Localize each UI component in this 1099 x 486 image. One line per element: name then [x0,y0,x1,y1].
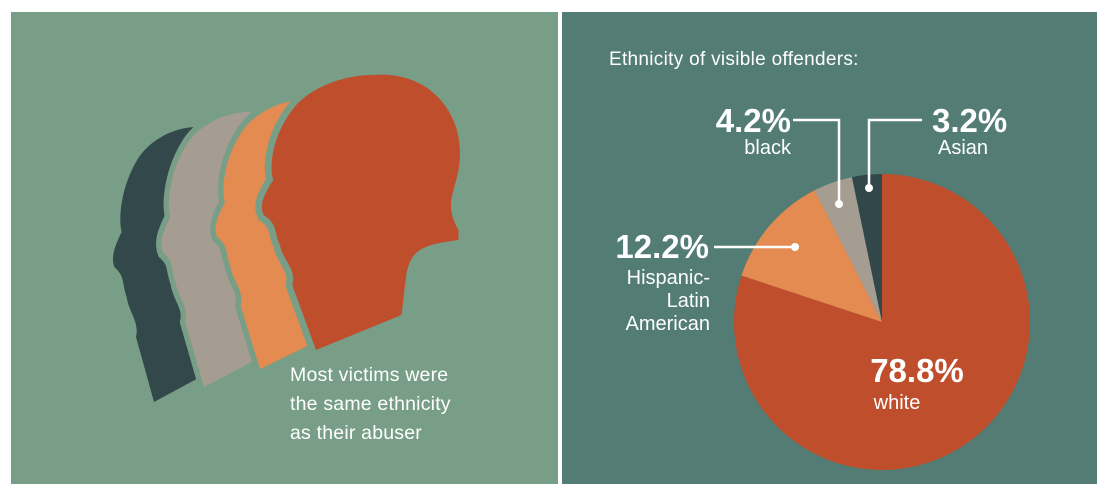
caption-line: as their abuser [290,422,422,444]
pie-slice [734,174,1030,471]
caption-line: the same ethnicity [290,393,451,415]
slice-percent-label: 12.2% [615,228,709,265]
slice-percent-label: 78.8% [870,352,964,389]
pie-slice [851,174,882,322]
chart-title: Ethnicity of visible offenders: [609,49,859,70]
caption-line: Most victims were [290,364,449,386]
slice-name-label: Hispanic- [627,267,710,289]
slice-name-label: Asian [938,137,988,159]
right-panel: Ethnicity of visible offenders: 78.8% whi… [562,12,1097,484]
pie-slice [814,177,882,322]
leader-line [867,118,922,188]
slice-percent-label: 3.2% [932,102,1007,139]
left-panel: Most victims were the same ethnicity as … [11,12,558,484]
caption: Most victims were the same ethnicity as … [290,361,550,448]
pie-slice [741,190,882,322]
pie-slices [734,174,1030,471]
leader-lines [714,118,922,251]
slice-name-label: American [626,313,710,335]
slice-name-label: black [744,137,792,159]
slice-percent-label: 4.2% [716,102,791,139]
slice-name-label: Latin [667,290,710,312]
leader-line [793,118,841,204]
slice-name-label: white [873,392,921,414]
